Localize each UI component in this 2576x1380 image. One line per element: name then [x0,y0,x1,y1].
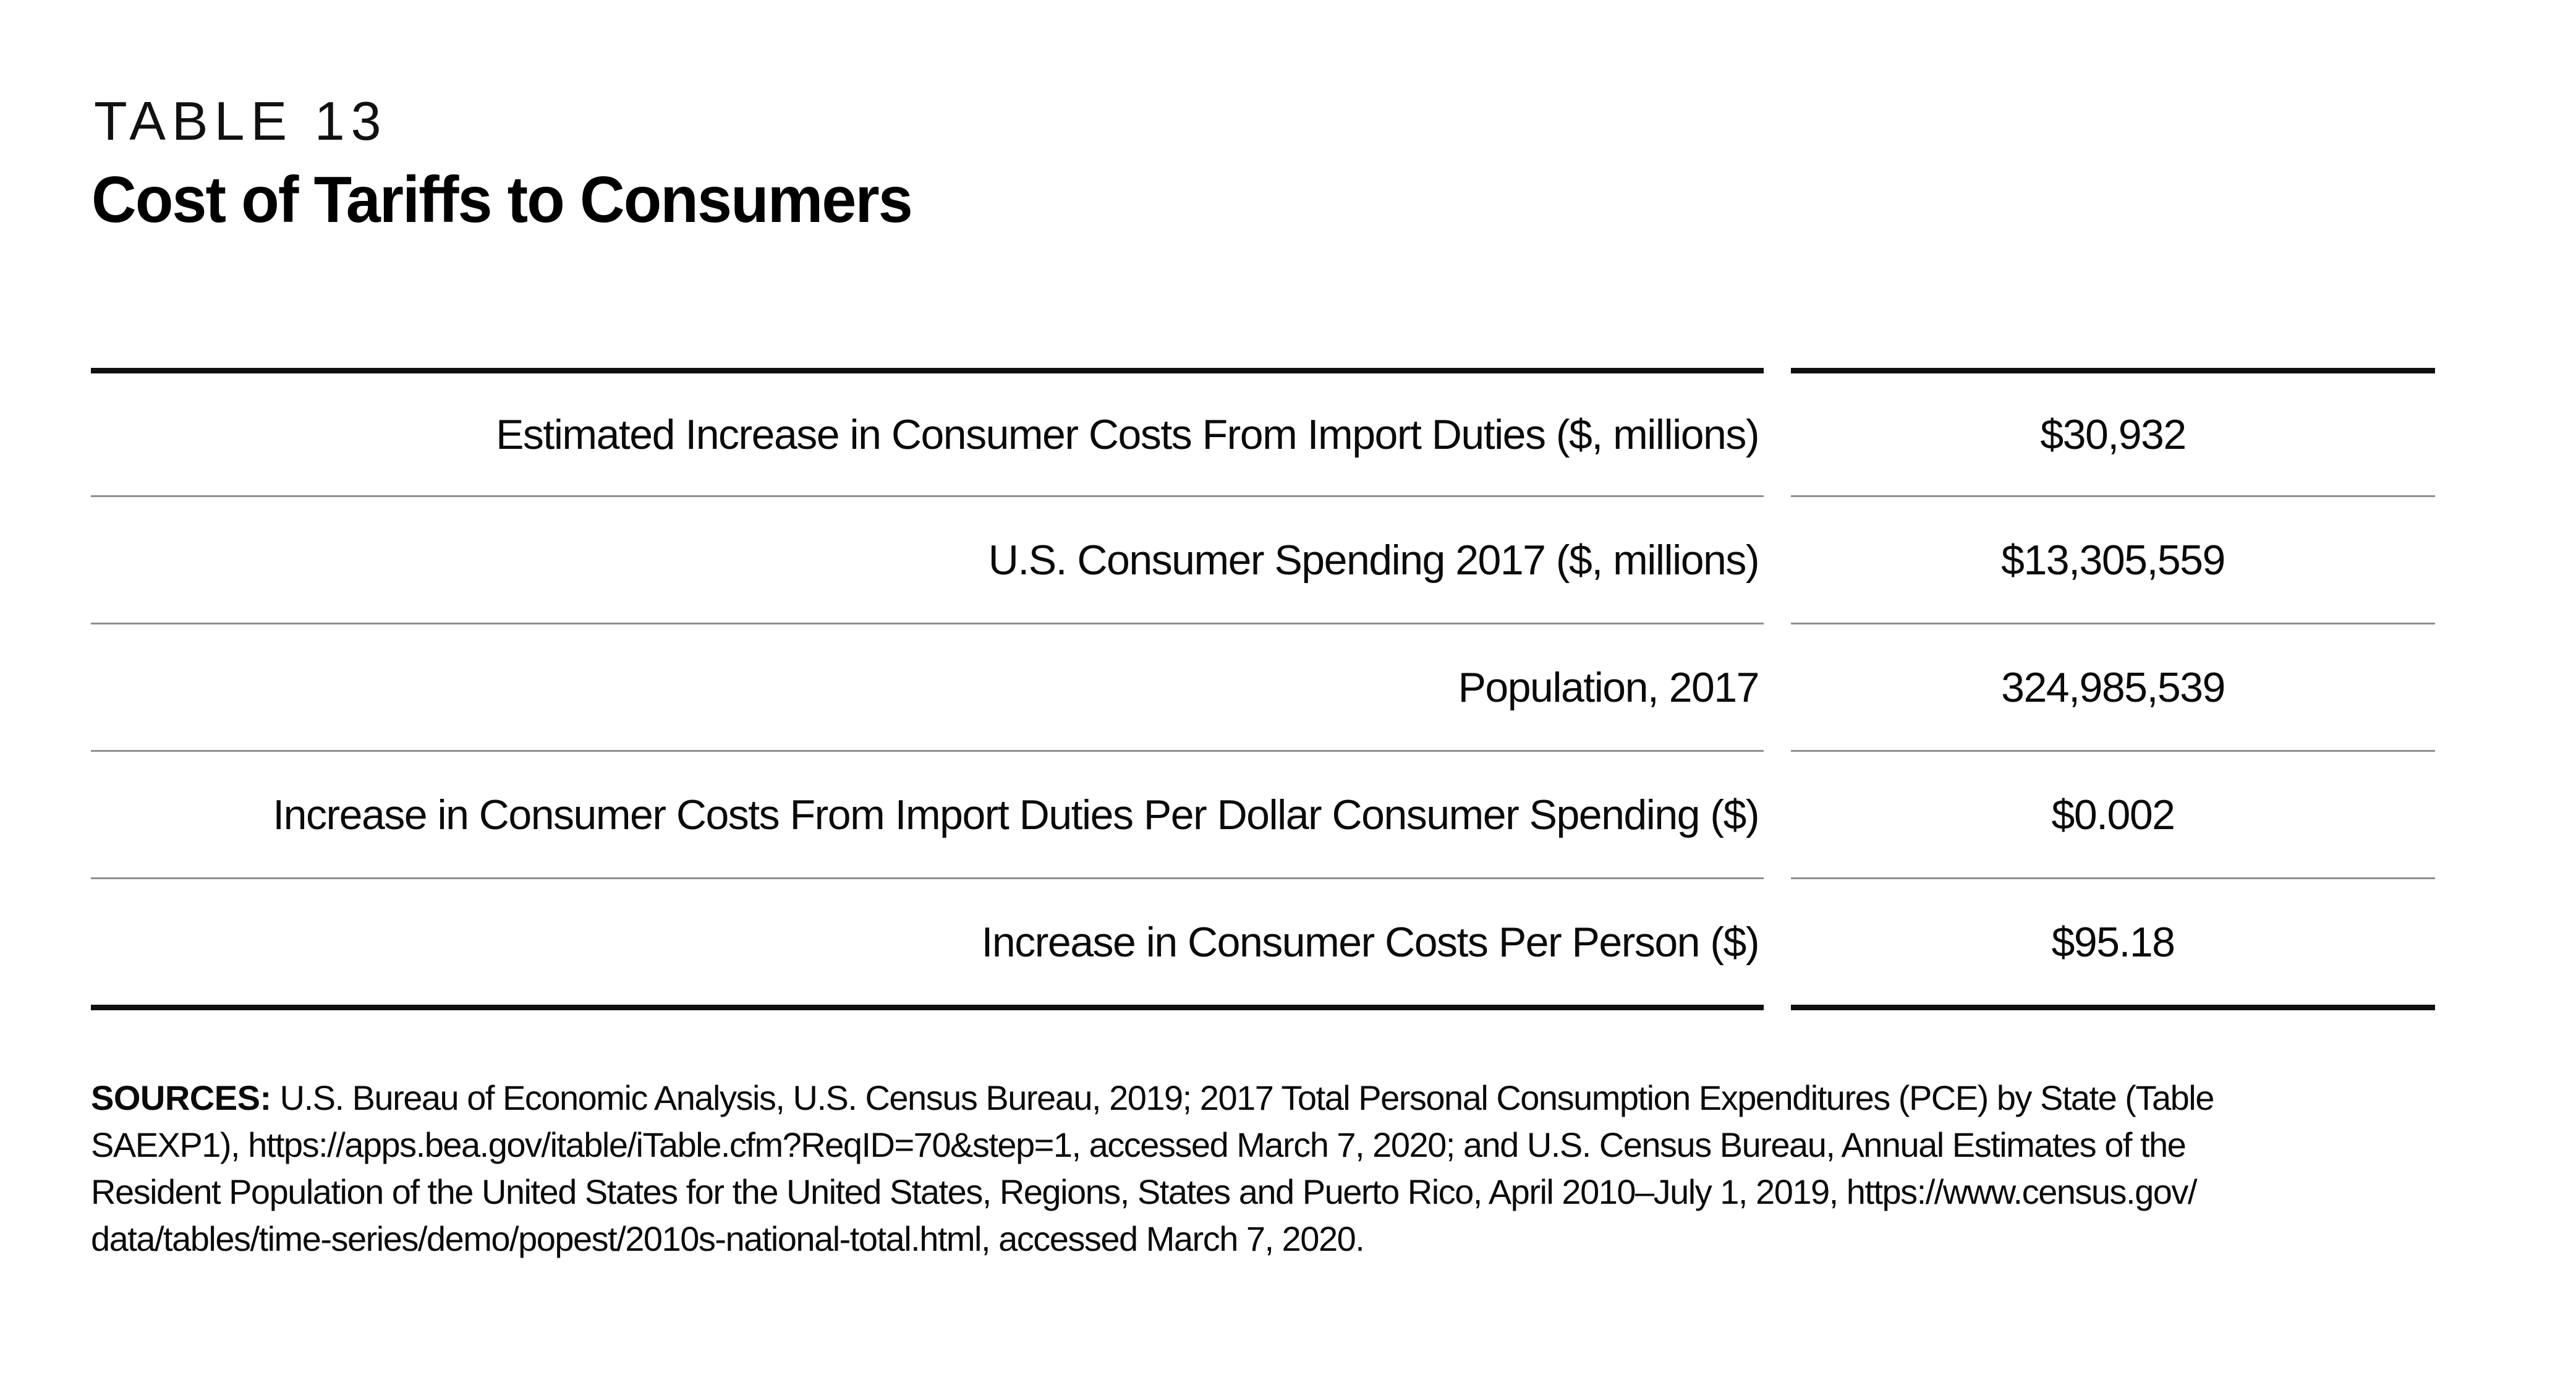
rule-gap [1764,368,1791,373]
rule-gap [1764,623,1791,624]
rule-segment [91,623,1764,624]
rule-segment [1791,877,2435,879]
row-value: $30,932 [2040,411,2187,458]
rule-segment [1791,623,2435,624]
row-label: Increase in Consumer Costs From Import D… [273,791,1759,838]
rule-segment [1791,495,2435,497]
row-divider [91,495,2435,497]
sources-note: SOURCES: U.S. Bureau of Economic Analysi… [91,1075,2539,1263]
sources-line: SAEXP1), https://apps.bea.gov/itable/iTa… [91,1125,2187,1164]
rule-gap [1764,877,1791,879]
rule-segment [91,368,1764,373]
table-row: Population, 2017 324,985,539 [91,624,2435,750]
table-top-rule [91,368,2435,373]
table-title: Cost of Tariffs to Consumers [91,163,913,236]
sources-label: SOURCES: [91,1078,271,1117]
table-kicker: TABLE 13 [94,90,388,151]
rule-segment [91,750,1764,752]
table-row: U.S. Consumer Spending 2017 ($, millions… [91,497,2435,623]
sources-line: SOURCES: U.S. Bureau of Economic Analysi… [91,1075,2539,1122]
row-label: Population, 2017 [1458,663,1760,711]
row-value: $13,305,559 [2001,536,2225,584]
row-label: Estimated Increase in Consumer Costs Fro… [496,411,1759,458]
row-label: Increase in Consumer Costs Per Person ($… [981,918,1760,966]
sources-line: Resident Population of the United States… [91,1172,2197,1211]
row-divider [91,750,2435,752]
row-label: U.S. Consumer Spending 2017 ($, millions… [988,536,1760,584]
rule-segment [91,495,1764,497]
table-row: Increase in Consumer Costs From Import D… [91,752,2435,877]
row-divider [91,623,2435,624]
rule-segment [91,877,1764,879]
table-row: Estimated Increase in Consumer Costs Fro… [91,373,2435,495]
rule-segment [1791,1005,2435,1010]
rule-segment [1791,750,2435,752]
row-divider [91,877,2435,879]
sources-text: U.S. Bureau of Economic Analysis, U.S. C… [271,1078,2215,1117]
row-value: 324,985,539 [2001,663,2225,711]
rule-segment [91,1005,1764,1010]
row-value: $0.002 [2051,791,2175,838]
table-bottom-rule [91,1005,2435,1010]
row-value: $95.18 [2051,918,2175,966]
table-row: Increase in Consumer Costs Per Person ($… [91,879,2435,1005]
sources-line: data/tables/time-series/demo/popest/2010… [91,1219,1365,1258]
rule-segment [1791,368,2435,373]
cost-of-tariffs-table: Estimated Increase in Consumer Costs Fro… [91,368,2435,1010]
rule-gap [1764,750,1791,752]
rule-gap [1764,1005,1791,1010]
rule-gap [1764,495,1791,497]
